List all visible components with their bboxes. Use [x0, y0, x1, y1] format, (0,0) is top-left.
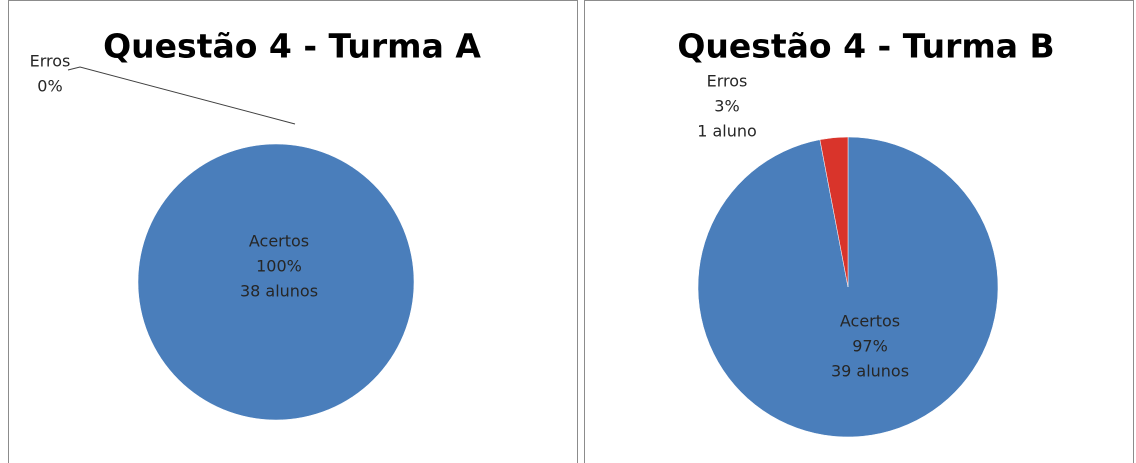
chart-title: Questão 4 - Turma A — [103, 27, 481, 66]
slice-value-label: 100% — [256, 257, 302, 276]
slice-value-label: 97% — [852, 337, 888, 356]
pie-slice — [137, 143, 415, 421]
leader-line — [67, 66, 296, 125]
slice-count-label: 1 aluno — [697, 122, 757, 141]
slice-count-label: 38 alunos — [240, 282, 318, 301]
slice-value-label: 0% — [37, 77, 62, 96]
pie-slice — [819, 136, 849, 288]
slice-label: Acertos — [840, 312, 900, 331]
slice-label: Erros — [30, 52, 71, 71]
slice-count-label: 39 alunos — [831, 362, 909, 381]
slice-value-label: 3% — [714, 97, 739, 116]
slice-label: Acertos — [249, 232, 309, 251]
slice-label: Erros — [707, 72, 748, 91]
chart-title: Questão 4 - Turma B — [677, 27, 1054, 66]
